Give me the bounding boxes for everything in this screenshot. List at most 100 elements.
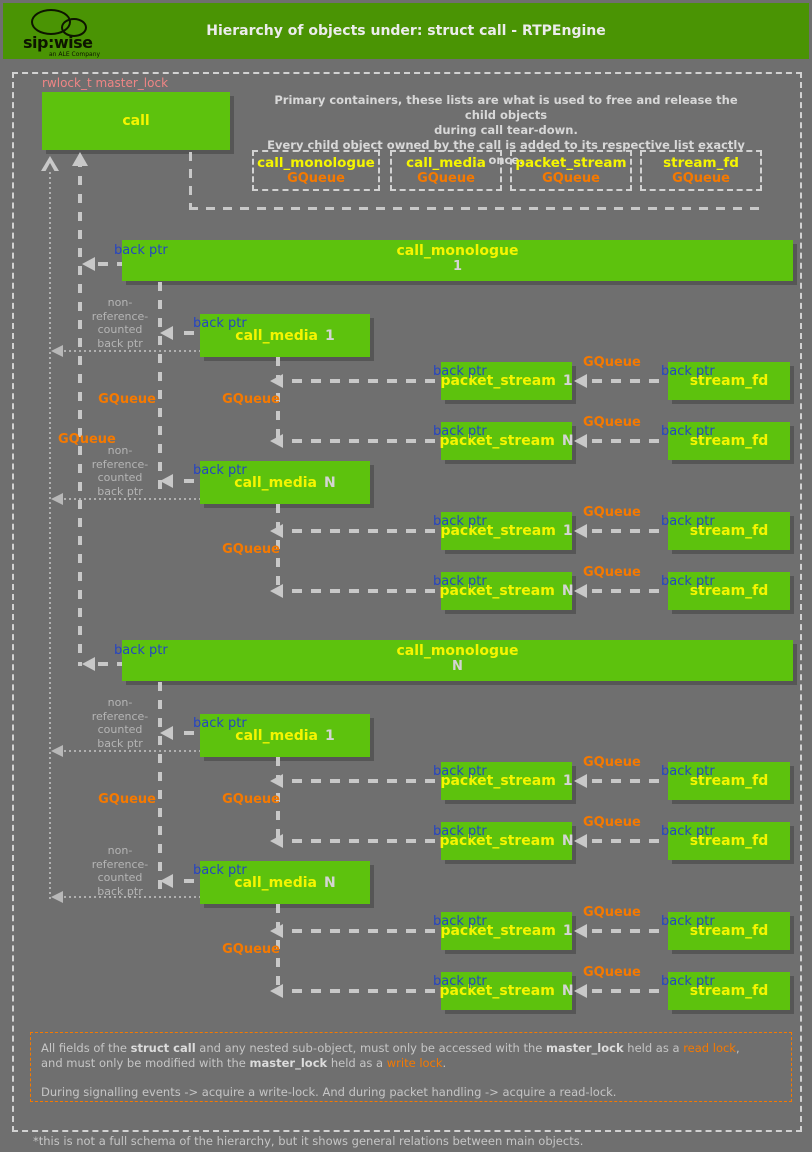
box-title: packet_stream bbox=[439, 833, 555, 849]
stream-arrow-line bbox=[292, 929, 441, 933]
left-arrowhead bbox=[51, 493, 63, 505]
stream-arrow-line bbox=[292, 439, 441, 443]
backptr-arrow-line bbox=[98, 262, 122, 266]
back-ptr-label: back ptr bbox=[661, 914, 715, 929]
back-ptr-label: back ptr bbox=[114, 243, 168, 258]
non-ref-arrow-line bbox=[64, 498, 200, 500]
primary-containers-note: Primary containers, these lists are what… bbox=[260, 93, 752, 168]
diagram-frame bbox=[12, 72, 802, 1132]
left-arrowhead bbox=[574, 584, 587, 598]
backptr-line bbox=[78, 158, 82, 666]
gqueue-arrow-line bbox=[592, 989, 668, 993]
non-ref-line: counted bbox=[97, 723, 143, 736]
connector-line bbox=[189, 152, 192, 209]
packet-stream-box: packet_stream N bbox=[439, 972, 574, 1010]
master-lock-label: rwlock_t master_lock bbox=[42, 76, 169, 90]
box-index: 1 bbox=[324, 327, 335, 344]
stream-arrow-line bbox=[292, 529, 441, 533]
non-ref-line: counted bbox=[97, 323, 143, 336]
box-index: N bbox=[561, 433, 574, 449]
non-ref-note: non- reference- counted back ptr bbox=[78, 696, 162, 750]
call-media-box: call_media 1 bbox=[200, 714, 370, 757]
packet-stream-box: packet_stream N bbox=[439, 572, 574, 610]
stream-fd-box: stream_fd bbox=[668, 362, 790, 400]
gqueue-label: GQueue bbox=[583, 755, 641, 770]
left-arrowhead bbox=[270, 984, 283, 998]
header-bar: sip:wise an ALE Company Hierarchy of obj… bbox=[3, 3, 809, 59]
non-ref-line: non- bbox=[107, 844, 133, 857]
box-index: 1 bbox=[562, 523, 573, 539]
back-ptr-label: back ptr bbox=[433, 914, 487, 929]
logo-text: sip:wise bbox=[23, 33, 93, 52]
left-arrowhead bbox=[160, 874, 173, 888]
call-monologue-bar: call_monologue N bbox=[122, 640, 793, 681]
left-arrowhead bbox=[574, 374, 587, 388]
stream-arrow-line bbox=[292, 589, 441, 593]
left-arrowhead bbox=[51, 745, 63, 757]
left-arrowhead bbox=[574, 524, 587, 538]
left-arrowhead bbox=[574, 924, 587, 938]
non-ref-line: reference- bbox=[91, 709, 149, 723]
back-ptr-label: back ptr bbox=[433, 364, 487, 379]
box-index: N bbox=[323, 474, 336, 491]
box-title: packet_stream bbox=[439, 433, 555, 449]
gqueue-label: GQueue bbox=[583, 815, 641, 830]
up-arrowhead bbox=[72, 152, 88, 166]
list-title: packet_stream bbox=[515, 155, 627, 171]
media-stream-line bbox=[276, 504, 280, 593]
box-title: stream_fd bbox=[689, 833, 769, 849]
non-ref-note: non- reference- counted back ptr bbox=[78, 844, 162, 898]
gqueue-arrow-line bbox=[592, 379, 668, 383]
gqueue-label: GQueue bbox=[583, 505, 641, 520]
back-ptr-label: back ptr bbox=[433, 824, 487, 839]
gqueue-label: GQueue bbox=[583, 905, 641, 920]
packet-stream-box: packet_stream N bbox=[439, 422, 574, 460]
lock-rules-note: All fields of the struct call and any ne… bbox=[30, 1032, 792, 1102]
non-ref-line: back ptr bbox=[97, 884, 143, 898]
stream-arrow-line bbox=[292, 379, 441, 383]
non-ref-note: non- reference- counted back ptr bbox=[78, 296, 162, 350]
box-title: call_media bbox=[235, 727, 318, 744]
backptr-arrow-line bbox=[98, 662, 122, 666]
call-media-box: call_media N bbox=[200, 861, 370, 904]
gqueue-label: GQueue bbox=[583, 565, 641, 580]
footer-disclaimer: *this is not a full schema of the hierar… bbox=[33, 1134, 584, 1148]
monologue-media-line bbox=[158, 282, 162, 498]
left-arrowhead bbox=[160, 726, 173, 740]
box-title: call_media bbox=[234, 474, 317, 491]
left-arrowhead bbox=[270, 774, 283, 788]
box-title: packet_stream bbox=[440, 773, 556, 789]
back-ptr-label: back ptr bbox=[661, 764, 715, 779]
gqueue-arrow-line bbox=[592, 929, 668, 933]
left-arrowhead bbox=[270, 374, 283, 388]
media-stream-line bbox=[276, 904, 280, 993]
media-stream-line bbox=[276, 757, 280, 843]
box-title: stream_fd bbox=[689, 983, 769, 999]
left-arrowhead bbox=[270, 584, 283, 598]
non-ref-line: non- bbox=[107, 696, 133, 709]
gqueue-label: GQueue bbox=[222, 942, 280, 957]
packet-stream-box: packet_stream 1 bbox=[440, 912, 573, 950]
gqueue-arrow-line bbox=[592, 529, 668, 533]
list-title: stream_fd bbox=[663, 155, 739, 171]
list-box-stream-fd: stream_fd GQueue bbox=[640, 150, 762, 191]
back-ptr-label: back ptr bbox=[433, 574, 487, 589]
back-ptr-label: back ptr bbox=[433, 424, 487, 439]
gqueue-label: GQueue bbox=[222, 392, 280, 407]
gqueue-arrow-line bbox=[592, 439, 668, 443]
non-ref-line: reference- bbox=[91, 309, 149, 323]
lock-rules-line3: During signalling events -> acquire a wr… bbox=[41, 1085, 617, 1099]
non-ref-line: reference- bbox=[91, 857, 149, 871]
stream-fd-box: stream_fd bbox=[668, 572, 790, 610]
box-title: packet_stream bbox=[439, 583, 555, 599]
box-title: stream_fd bbox=[689, 923, 769, 939]
box-title: call_media bbox=[235, 327, 318, 344]
packet-stream-box: packet_stream 1 bbox=[440, 762, 573, 800]
back-ptr-label: back ptr bbox=[661, 364, 715, 379]
left-arrowhead bbox=[160, 474, 173, 488]
box-index: N bbox=[561, 583, 574, 599]
lock-rules-line2: and must only be modified with the maste… bbox=[41, 1056, 447, 1070]
call-box: call bbox=[42, 92, 230, 150]
non-ref-line: reference- bbox=[91, 457, 149, 471]
